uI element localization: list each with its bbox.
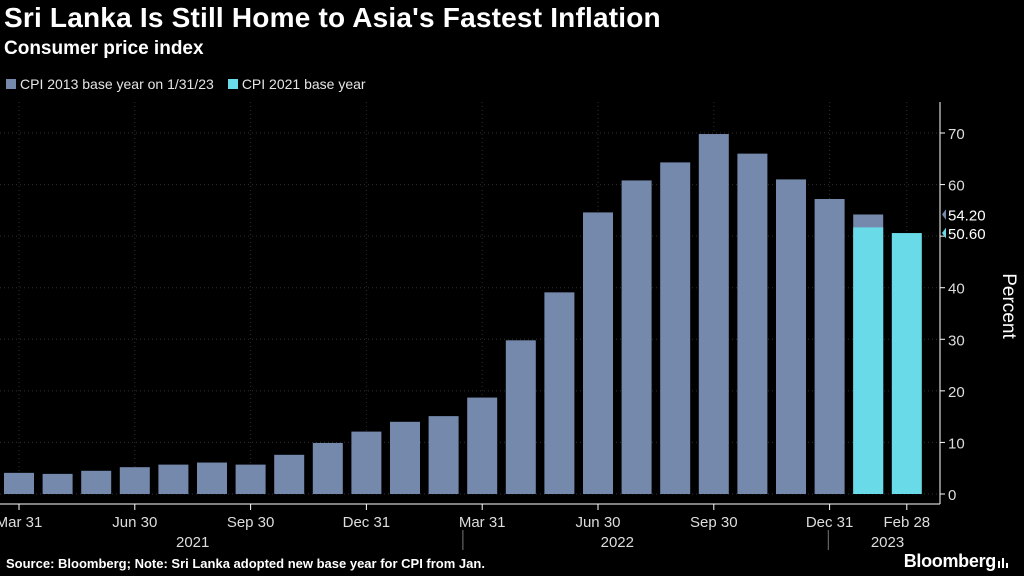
brand-logo: Bloomberg <box>903 551 997 571</box>
bar-cpi-2013 <box>351 431 382 494</box>
legend-label-cpi-2021: CPI 2021 base year <box>241 76 366 92</box>
y-tick-label: 0 <box>948 487 956 504</box>
bar-cpi-2013 <box>814 199 845 495</box>
chart-subtitle: Consumer price index <box>4 38 204 59</box>
bar-cpi-2013 <box>197 462 227 494</box>
value-label-bg <box>946 224 1004 243</box>
bar-cpi-2013 <box>119 467 150 494</box>
x-tick-label: Feb 28 <box>883 514 930 531</box>
bloomberg-bars-icon <box>998 558 1008 568</box>
x-tick-label: Dec 31 <box>806 514 854 531</box>
bar-cpi-2013 <box>42 473 73 494</box>
bar-cpi-2013 <box>583 212 613 495</box>
bar-cpi-2013 <box>4 472 34 494</box>
bar-cpi-2013 <box>467 397 498 494</box>
y-tick-label: 70 <box>948 126 965 143</box>
legend: CPI 2013 base year on 1/31/23 CPI 2021 b… <box>6 76 366 92</box>
legend-swatch-cpi-2013 <box>6 79 16 89</box>
x-tick-label: Mar 31 <box>0 514 42 531</box>
x-tick-label: Sep 30 <box>690 514 738 531</box>
bar-cpi-2013 <box>274 454 305 494</box>
bar-cpi-2013 <box>737 153 768 494</box>
x-tick-label: Sep 30 <box>227 514 275 531</box>
x-tick-label: Dec 31 <box>343 514 391 531</box>
bar-cpi-2013 <box>158 464 189 494</box>
legend-item-cpi-2013: CPI 2013 base year on 1/31/23 <box>6 76 214 92</box>
legend-swatch-cpi-2021 <box>227 79 238 89</box>
x-tick-label: Jun 30 <box>112 514 157 531</box>
y-tick-label: 20 <box>948 384 965 401</box>
value-label: 54.20 <box>948 207 986 224</box>
chart-title: Sri Lanka Is Still Home to Asia's Fastes… <box>4 2 661 33</box>
bar-cpi-2021 <box>853 227 884 494</box>
bar-cpi-2013 <box>505 340 536 494</box>
value-label-bg <box>946 205 1004 224</box>
bar-cpi-2013 <box>81 470 112 494</box>
bar-cpi-2013 <box>698 134 729 494</box>
bar-cpi-2013 <box>776 179 806 494</box>
x-tick-label: Jun 30 <box>575 514 620 531</box>
year-label: 2023 <box>871 534 904 551</box>
bar-cpi-2013 <box>428 416 459 494</box>
bar-cpi-2013 <box>390 421 420 494</box>
y-tick-label: 40 <box>948 281 965 298</box>
bar-cpi-2013 <box>235 464 266 494</box>
x-tick-label: Mar 31 <box>459 514 506 531</box>
value-label: 50.60 <box>948 226 986 243</box>
year-label: 2022 <box>601 534 634 551</box>
source-note: Source: Bloomberg; Note: Sri Lanka adopt… <box>6 556 485 571</box>
legend-item-cpi-2021: CPI 2021 base year <box>227 76 366 92</box>
y-tick-label: 30 <box>948 332 965 349</box>
legend-label-cpi-2013: CPI 2013 base year on 1/31/23 <box>20 76 214 92</box>
y-tick-label: 10 <box>948 435 965 452</box>
y-tick-label: 60 <box>948 178 965 195</box>
bar-cpi-2013 <box>660 162 691 494</box>
bar-cpi-2013 <box>312 442 343 494</box>
bar-cpi-2013 <box>621 180 652 494</box>
year-label: 2021 <box>176 534 209 551</box>
y-axis-label: Percent <box>998 273 1019 339</box>
bar-cpi-2021 <box>891 233 922 494</box>
bar-cpi-2013 <box>544 292 575 494</box>
